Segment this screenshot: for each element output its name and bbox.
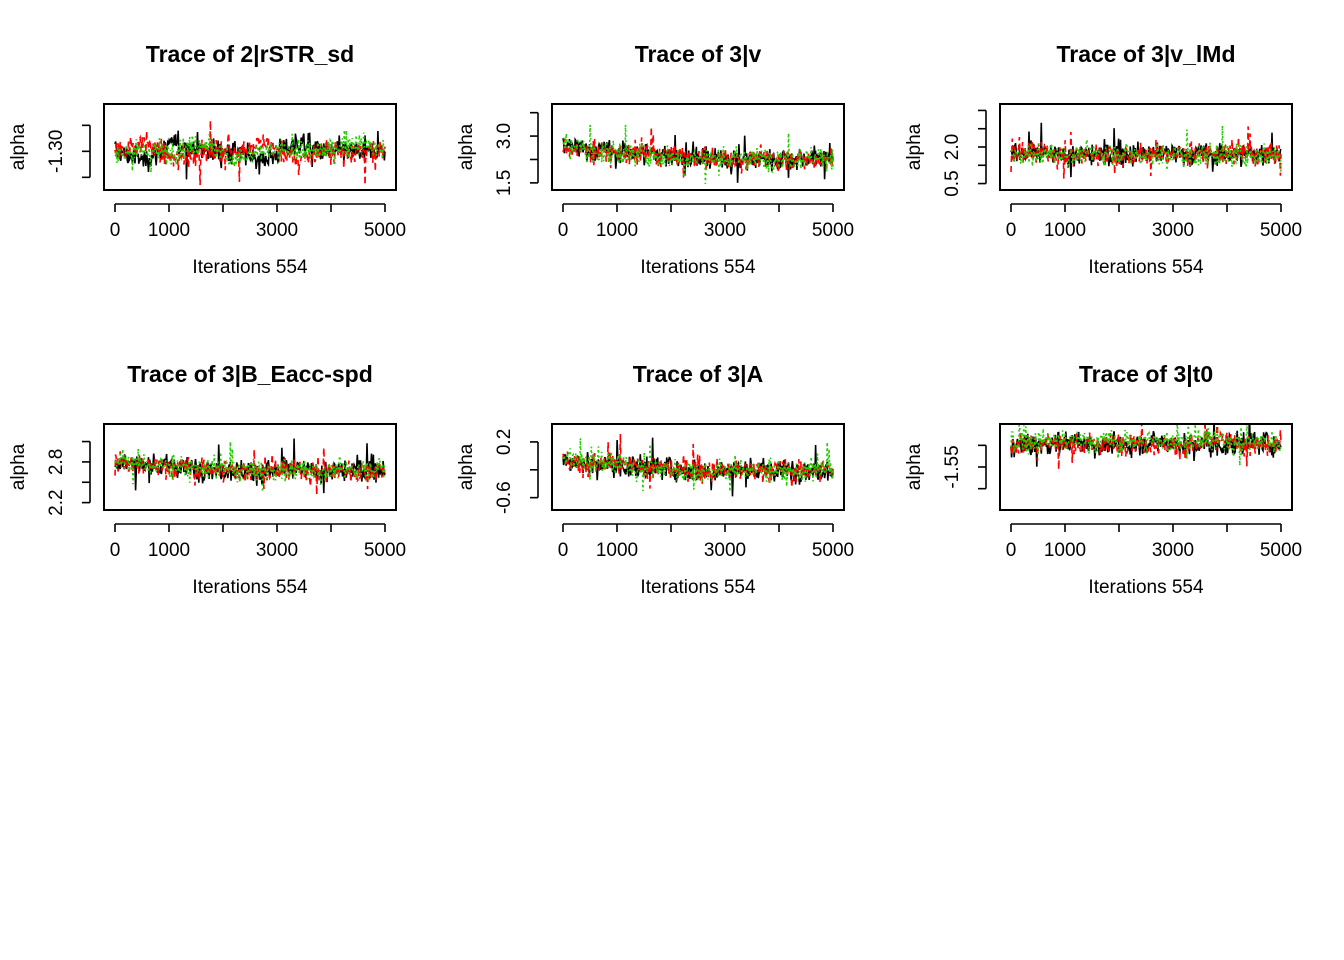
y-axis-label: alpha [456, 443, 477, 490]
chain-trace-line [562, 124, 834, 185]
x-tick-label: 0 [558, 220, 569, 241]
x-tick-label: 1000 [148, 540, 190, 561]
panel-title: Trace of 3|v [635, 41, 762, 67]
x-tick-label: 5000 [1260, 540, 1302, 561]
panel-title: Trace of 3|v_lMd [1056, 41, 1235, 67]
x-tick-label: 1000 [1044, 220, 1086, 241]
y-tick-label: -1.55 [942, 445, 963, 488]
plot-frame [103, 423, 397, 511]
x-tick-label: 3000 [704, 220, 746, 241]
y-tick-label: 0.2 [494, 429, 515, 455]
panel-title: Trace of 3|A [633, 361, 763, 387]
trace-panel: Trace of 3|v_lMd 0 1000 3000 5000 Iterations … [904, 41, 1302, 278]
trace-panel: Trace of 3|B_Eacc-spd 0 1000 3000 5000 Iterat… [8, 361, 406, 598]
x-axis-label: Iterations 554 [192, 257, 308, 278]
y-tick-label: 1.5 [494, 170, 515, 196]
y-axis-label: alpha [904, 123, 925, 170]
x-axis-label: Iterations 554 [1088, 257, 1204, 278]
trace-panel: Trace of 3|A 0 1000 3000 5000 Iterations 554 -… [456, 361, 854, 598]
x-tick-label: 5000 [364, 540, 406, 561]
x-tick-label: 3000 [704, 540, 746, 561]
x-tick-label: 0 [1006, 540, 1017, 561]
y-axis-label: alpha [456, 123, 477, 170]
x-tick-label: 1000 [596, 540, 638, 561]
chain-trace-line [1010, 125, 1282, 174]
chain-trace-line [114, 441, 386, 493]
x-tick-label: 0 [110, 540, 121, 561]
chain-trace-line [1010, 425, 1282, 466]
x-axis-label: Iterations 554 [1088, 577, 1204, 598]
plot-frame [551, 103, 845, 191]
x-tick-label: 0 [110, 220, 121, 241]
trace-panel: Trace of 2|rSTR_sd 0 1000 3000 5000 Iteration… [8, 41, 406, 278]
x-tick-label: 3000 [1152, 540, 1194, 561]
x-tick-label: 0 [558, 540, 569, 561]
x-tick-label: 5000 [1260, 220, 1302, 241]
x-axis-label: Iterations 554 [640, 577, 756, 598]
plot-frame [551, 423, 845, 511]
x-tick-label: 3000 [256, 540, 298, 561]
x-tick-label: 0 [1006, 220, 1017, 241]
x-tick-label: 1000 [148, 220, 190, 241]
chain-trace-line [114, 120, 386, 186]
x-tick-label: 5000 [812, 220, 854, 241]
plot-frame [999, 423, 1293, 511]
x-axis-label: Iterations 554 [192, 577, 308, 598]
x-tick-label: 5000 [364, 220, 406, 241]
y-axis-label: alpha [8, 443, 29, 490]
y-axis-label: alpha [8, 123, 29, 170]
x-tick-label: 1000 [1044, 540, 1086, 561]
y-tick-label: 2.0 [942, 134, 963, 160]
x-tick-label: 3000 [1152, 220, 1194, 241]
y-tick-label: 2.2 [46, 489, 67, 515]
y-tick-label: 0.5 [942, 170, 963, 196]
x-axis-label: Iterations 554 [640, 257, 756, 278]
y-tick-label: -1.30 [46, 130, 67, 173]
chain-trace-line [114, 130, 386, 173]
x-tick-label: 3000 [256, 220, 298, 241]
chain-trace-line [562, 438, 834, 492]
trace-panel: Trace of 3|v 0 1000 3000 5000 Iterations 554 1… [456, 41, 854, 278]
x-tick-label: 1000 [596, 220, 638, 241]
panel-title: Trace of 3|B_Eacc-spd [127, 361, 373, 387]
chain-trace-line [1010, 126, 1282, 179]
trace-panel: Trace of 3|t0 0 1000 3000 5000 Iterations 554… [904, 361, 1302, 598]
plot-frame [999, 103, 1293, 191]
y-tick-label: 2.8 [46, 449, 67, 475]
panel-title: Trace of 2|rSTR_sd [146, 41, 354, 67]
y-axis-label: alpha [904, 443, 925, 490]
y-tick-label: 3.0 [494, 123, 515, 149]
y-tick-label: -0.6 [494, 481, 515, 514]
panel-title: Trace of 3|t0 [1079, 361, 1213, 387]
chain-trace-line [562, 433, 834, 489]
x-tick-label: 5000 [812, 540, 854, 561]
chain-trace-line [562, 126, 834, 178]
plot-frame [103, 103, 397, 191]
